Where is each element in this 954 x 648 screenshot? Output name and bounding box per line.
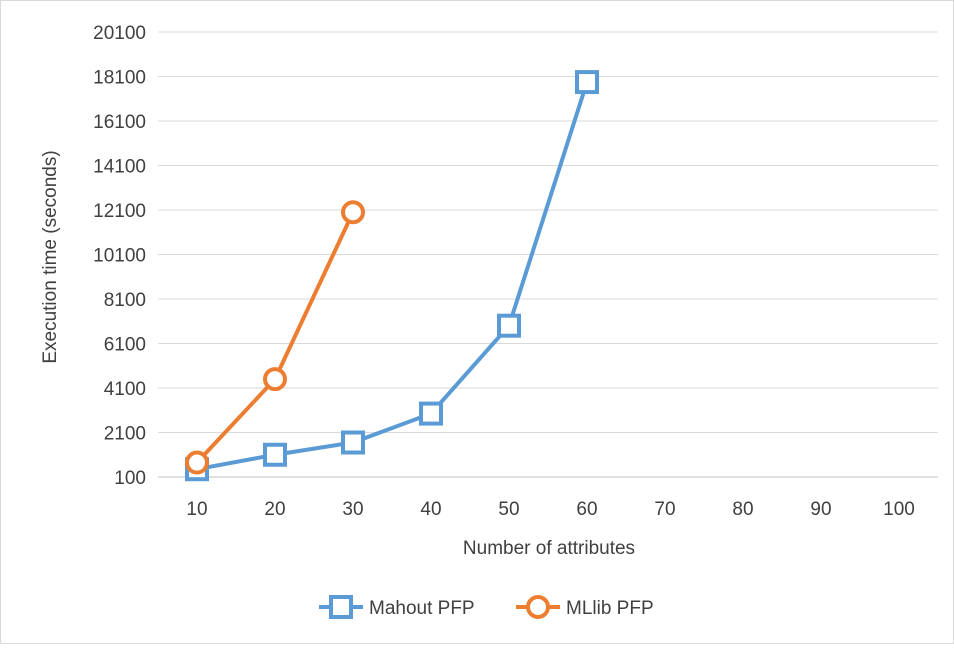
series-line [195,211,355,464]
data-point [263,442,287,467]
x-tick-label: 50 [498,499,519,520]
series [185,70,599,482]
data-point [263,367,287,392]
data-point [341,430,365,455]
legend-item: Mahout PFP [319,595,475,619]
y-tick-label: 12100 [93,201,146,222]
legend-marker [329,595,353,619]
y-tick-label: 18100 [93,68,146,89]
x-tick-label: 10 [186,499,207,520]
axes: 1002100410061008100101001210014100161001… [93,23,915,520]
y-tick-label: 8100 [104,290,146,311]
data-point [185,450,209,475]
legend: Mahout PFP MLlib PFP [319,595,654,619]
legend-marker [526,595,550,619]
x-axis-label: Number of attributes [463,538,635,559]
x-tick-label: 40 [420,499,441,520]
y-tick-label: 100 [114,468,146,489]
data-point [575,70,599,95]
y-tick-label: 20100 [93,23,146,44]
legend-label: Mahout PFP [369,598,475,619]
x-tick-label: 90 [810,499,831,520]
data-point [497,313,521,338]
x-tick-label: 60 [576,499,597,520]
y-tick-label: 4100 [104,379,146,400]
series-mllib-pfp [185,200,365,475]
series-mahout-pfp [185,70,599,482]
x-tick-label: 70 [654,499,675,520]
legend-item: MLlib PFP [516,595,654,619]
y-tick-label: 14100 [93,157,146,178]
legend-label: MLlib PFP [566,598,654,619]
data-point [419,401,443,426]
y-tick-label: 16100 [93,112,146,133]
series-line [196,81,589,472]
y-tick-label: 10100 [93,246,146,267]
x-tick-label: 100 [883,499,915,520]
y-tick-label: 2100 [104,424,146,445]
x-tick-label: 80 [732,499,753,520]
gridlines [158,31,938,478]
data-point [341,200,365,225]
y-tick-label: 6100 [104,335,146,356]
x-tick-label: 20 [264,499,285,520]
y-axis-label: Execution time (seconds) [40,150,61,363]
x-tick-label: 30 [342,499,363,520]
